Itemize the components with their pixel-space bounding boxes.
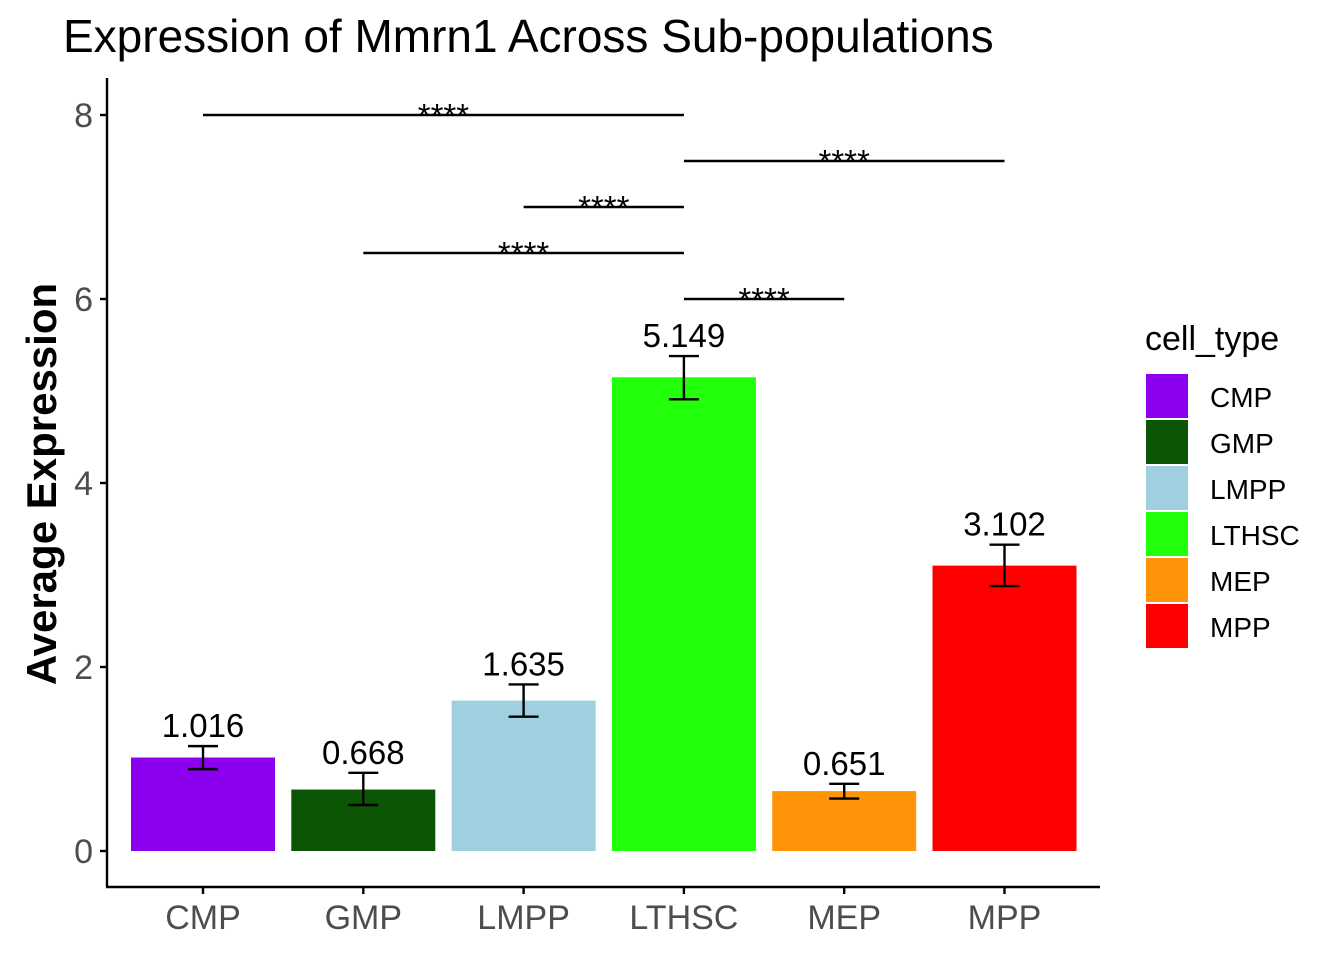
y-axis-label: Average Expression (18, 283, 65, 685)
x-tick-label-lthsc: LTHSC (629, 899, 738, 937)
legend-label: LMPP (1210, 474, 1286, 505)
significance-bracket: **** (683, 281, 845, 318)
legend-item-lmpp: LMPP (1146, 466, 1286, 510)
legend-item-mpp: MPP (1146, 604, 1271, 648)
bar-mep (772, 791, 917, 851)
legend-label: CMP (1210, 382, 1272, 413)
x-tick-label-mep: MEP (807, 899, 881, 937)
legend-swatch (1146, 512, 1188, 556)
legend-swatch (1146, 558, 1188, 602)
bar-lmpp (451, 700, 596, 851)
x-axis-ticks: CMP GMP LMPP LTHSC MEP MPP (165, 887, 1041, 937)
y-tick-label: 4 (74, 465, 93, 503)
value-labels: 1.016 0.668 1.635 5.149 0.651 3.102 (162, 317, 1046, 782)
significance-bracket: **** (363, 235, 684, 272)
significance-label: **** (819, 143, 871, 180)
legend-label: MEP (1210, 566, 1271, 597)
legend-title: cell_type (1145, 320, 1279, 358)
legend-item-mep: MEP (1146, 558, 1271, 602)
chart-title: Expression of Mmrn1 Across Sub-populatio… (63, 10, 994, 62)
error-bar-lthsc (668, 354, 699, 401)
y-tick-label: 0 (74, 833, 93, 871)
bars (131, 377, 1077, 851)
significance-bracket: **** (683, 143, 1005, 180)
significance-bracket: **** (203, 97, 684, 134)
x-tick-label-gmp: GMP (325, 899, 402, 937)
error-bar-mpp (989, 543, 1020, 588)
data-label-mpp: 3.102 (963, 506, 1046, 543)
data-label-gmp: 0.668 (322, 734, 405, 771)
x-tick-label-mpp: MPP (968, 899, 1042, 937)
error-bar-cmp (188, 744, 218, 771)
y-tick-label: 6 (74, 281, 93, 319)
significance-label: **** (418, 97, 470, 134)
legend-label: LTHSC (1210, 520, 1300, 551)
legend: cell_type CMP GMP LMPP LTHSC MEP MPP (1145, 320, 1300, 648)
legend-label: MPP (1210, 612, 1271, 643)
x-tick-label-cmp: CMP (165, 899, 241, 937)
data-label-cmp: 1.016 (162, 707, 245, 744)
y-axis-ticks: 0 2 4 6 8 (74, 97, 107, 871)
legend-item-cmp: CMP (1146, 374, 1272, 418)
bar-lthsc (611, 377, 756, 851)
error-bar-gmp (348, 771, 379, 807)
legend-swatch (1146, 466, 1188, 510)
legend-swatch (1146, 420, 1188, 464)
legend-swatch (1146, 604, 1188, 648)
significance-brackets: **** **** **** **** **** (203, 97, 1005, 318)
data-label-lthsc: 5.149 (643, 317, 726, 354)
x-tick-label-lmpp: LMPP (477, 899, 570, 937)
data-label-lmpp: 1.635 (482, 645, 565, 682)
data-label-mep: 0.651 (803, 745, 886, 782)
legend-swatch (1146, 374, 1188, 418)
significance-label: **** (498, 235, 550, 272)
significance-label: **** (578, 189, 630, 226)
y-tick-label: 2 (74, 649, 93, 687)
legend-label: GMP (1210, 428, 1274, 459)
y-tick-label: 8 (74, 97, 93, 135)
bar-mpp (932, 565, 1077, 851)
error-bar-mep (829, 782, 860, 800)
legend-item-lthsc: LTHSC (1146, 512, 1300, 556)
significance-label: **** (738, 281, 790, 318)
error-bars (188, 354, 1020, 807)
error-bar-lmpp (508, 683, 539, 718)
legend-item-gmp: GMP (1146, 420, 1274, 464)
bar-cmp (131, 757, 275, 851)
significance-bracket: **** (523, 189, 684, 226)
